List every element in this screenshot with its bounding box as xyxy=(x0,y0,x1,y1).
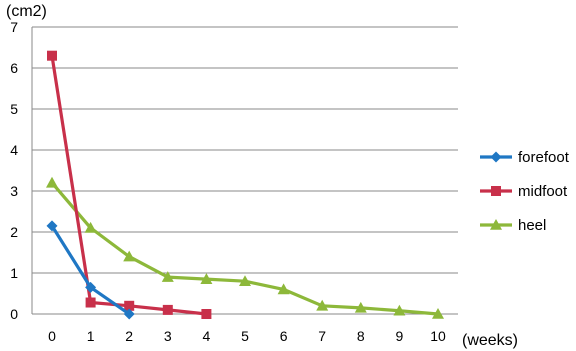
y-tick-label: 3 xyxy=(10,183,18,199)
legend-label: forefoot xyxy=(518,149,570,166)
x-tick-label: 4 xyxy=(203,328,211,344)
data-point-heel xyxy=(277,283,290,295)
legend-marker xyxy=(490,151,502,163)
x-tick-label: 6 xyxy=(280,328,288,344)
legend: forefoot midfoot heel xyxy=(480,149,570,234)
data-point-forefoot xyxy=(123,308,135,320)
series-midfoot xyxy=(47,50,212,319)
y-tick-label: 2 xyxy=(10,224,18,240)
series-forefoot xyxy=(46,220,135,320)
legend-label: midfoot xyxy=(518,183,568,200)
axes xyxy=(31,27,458,315)
x-tick-label: 7 xyxy=(318,328,326,344)
legend-label: heel xyxy=(518,217,546,234)
y-tick-label: 1 xyxy=(10,265,18,281)
x-axis-ticks: 0 1 2 3 4 5 6 7 8 9 10 xyxy=(48,328,446,344)
x-tick-label: 10 xyxy=(430,328,446,344)
data-point-heel xyxy=(200,273,213,284)
x-tick-label: 8 xyxy=(357,328,365,344)
data-point-heel xyxy=(393,304,406,316)
y-tick-label: 0 xyxy=(10,306,18,322)
data-point-heel xyxy=(161,271,174,282)
y-tick-label: 7 xyxy=(10,19,18,35)
legend-item-midfoot: midfoot xyxy=(480,183,568,200)
gridlines xyxy=(32,26,458,274)
y-axis-ticks: 0 1 2 3 4 5 6 7 xyxy=(10,19,18,322)
x-tick-label: 2 xyxy=(125,328,133,344)
data-point-midfoot xyxy=(162,304,173,315)
data-point-heel xyxy=(84,221,97,233)
y-tick-label: 5 xyxy=(10,101,18,117)
x-tick-label: 1 xyxy=(87,328,95,344)
series-line-midfoot xyxy=(50,55,207,316)
data-point-heel xyxy=(46,176,58,188)
series-heel xyxy=(46,176,444,319)
legend-marker xyxy=(491,186,501,196)
data-point-heel xyxy=(432,308,444,319)
y-tick-label: 4 xyxy=(10,142,18,158)
legend-item-forefoot: forefoot xyxy=(480,149,570,166)
x-tick-label: 3 xyxy=(164,328,172,344)
data-point-heel xyxy=(123,250,136,262)
series-group xyxy=(46,50,444,320)
y-tick-label: 6 xyxy=(10,60,18,76)
data-point-forefoot xyxy=(85,281,97,293)
legend-item-heel: heel xyxy=(480,217,546,234)
data-point-midfoot xyxy=(201,309,212,319)
data-point-heel xyxy=(316,299,329,311)
data-point-midfoot xyxy=(124,300,135,311)
y-axis-label: (cm2) xyxy=(6,3,47,20)
x-tick-label: 9 xyxy=(396,328,404,344)
legend-marker xyxy=(490,219,502,230)
series-line-heel xyxy=(50,181,439,316)
data-point-forefoot xyxy=(46,220,58,232)
x-tick-label: 0 xyxy=(48,328,56,344)
x-axis-label: (weeks) xyxy=(462,332,518,349)
data-point-heel xyxy=(239,275,251,286)
x-tick-label: 5 xyxy=(241,328,249,344)
data-point-midfoot xyxy=(85,297,96,308)
data-point-midfoot xyxy=(47,50,57,61)
data-point-heel xyxy=(354,301,367,313)
